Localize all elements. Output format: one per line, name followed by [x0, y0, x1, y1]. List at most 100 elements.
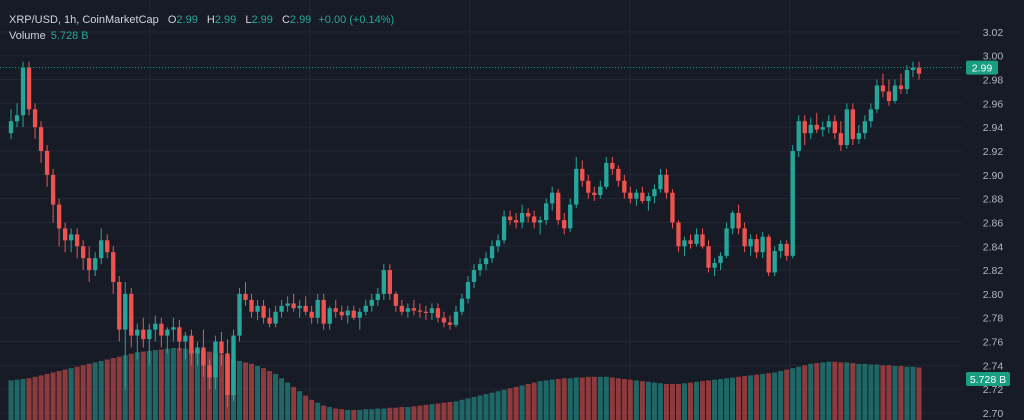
volume-bar	[164, 348, 170, 420]
candle-body	[519, 212, 525, 223]
volume-bar	[525, 384, 531, 420]
volume-bar	[754, 374, 760, 420]
volume-bar	[700, 381, 706, 420]
price-axis[interactable]: 3.02 3.00 2.98 2.96 2.94 2.92 2.90 2.88 2.86 2.84…	[983, 27, 1004, 420]
volume-bar	[441, 402, 447, 420]
volume-bar	[116, 356, 122, 420]
candle-body	[477, 264, 483, 271]
candle-body	[369, 299, 374, 306]
candle-body	[123, 293, 128, 330]
candle-body	[507, 216, 513, 221]
candlesticks	[8, 61, 922, 408]
volume-label[interactable]: Volume	[9, 30, 46, 42]
candle-body	[38, 127, 44, 151]
volume-bar	[285, 382, 291, 420]
y-tick-label: 2.72	[983, 384, 1004, 396]
volume-bar	[237, 360, 243, 420]
symbol-title[interactable]: XRP/USD, 1h, CoinMarketCap	[9, 14, 159, 26]
volume-bar	[916, 367, 922, 420]
candle-body	[610, 162, 615, 169]
grid-lines	[0, 0, 962, 420]
candle-body	[658, 174, 663, 190]
volume-bar	[820, 362, 826, 420]
volume-bar	[321, 405, 327, 420]
candle-body	[910, 67, 916, 71]
volume-bar	[200, 350, 206, 420]
y-tick-label: 2.88	[983, 194, 1004, 206]
candle-body	[868, 109, 874, 122]
y-tick-label: 2.98	[983, 75, 1004, 87]
candle-body	[429, 308, 435, 313]
volume-bar	[453, 401, 459, 420]
candle-body	[20, 67, 26, 116]
volume-bar	[886, 365, 892, 420]
volume-bar	[104, 359, 110, 420]
candle-body	[441, 317, 447, 323]
volume-bar	[447, 402, 453, 420]
volume-bar	[730, 377, 736, 420]
volume-bar	[561, 378, 567, 420]
volume-bar	[844, 362, 850, 420]
candle-body	[68, 234, 74, 241]
candle-body	[628, 192, 633, 199]
candle-body	[724, 228, 729, 256]
candle-body	[80, 246, 86, 259]
last-price-badge	[966, 60, 998, 75]
volume-bar	[423, 404, 429, 420]
volume-bar	[128, 353, 134, 420]
volume-legend: Volume 5.728 B	[9, 28, 394, 44]
volume-bar	[333, 408, 339, 420]
candle-body	[453, 311, 459, 325]
volume-bar	[856, 363, 862, 420]
volume-bar	[603, 376, 609, 420]
candle-body	[525, 212, 531, 217]
candle-body	[652, 189, 657, 197]
volume-bar	[38, 375, 44, 420]
chart-legend: XRP/USD, 1h, CoinMarketCap O2.99 H2.99 L…	[9, 12, 394, 44]
y-tick-label: 2.90	[983, 170, 1004, 182]
volume-bar	[513, 386, 519, 420]
volume-bar	[615, 378, 621, 420]
candle-body	[471, 270, 477, 282]
volume-bar	[742, 376, 748, 420]
volume-bar	[345, 409, 351, 420]
candle-body	[135, 329, 140, 336]
volume-bar	[369, 409, 375, 420]
volume-bar	[86, 363, 92, 420]
volume-bar	[507, 388, 513, 420]
candle-body	[820, 127, 825, 130]
candle-body	[339, 311, 344, 316]
candle-body	[754, 239, 759, 253]
volume-bar	[182, 348, 188, 420]
candle-body	[255, 305, 260, 312]
candle-body	[550, 192, 555, 204]
candle-body	[556, 192, 561, 221]
volume-bar	[712, 379, 718, 420]
candle-body	[760, 236, 765, 253]
candle-body	[730, 212, 735, 229]
y-tick-label: 2.74	[983, 360, 1004, 372]
volume-bar	[675, 384, 681, 420]
candle-body	[8, 121, 14, 134]
candle-body	[177, 327, 182, 342]
candle-body	[531, 216, 537, 223]
candle-body	[802, 121, 807, 134]
y-tick-label: 2.76	[983, 337, 1004, 349]
candle-body	[147, 329, 152, 340]
volume-bar	[146, 350, 152, 420]
volume-bar	[549, 379, 555, 420]
volume-bar	[838, 362, 844, 420]
candle-body	[880, 85, 886, 92]
y-tick-label: 2.84	[983, 241, 1004, 253]
y-tick-label: 3.02	[983, 27, 1004, 39]
volume-bar	[736, 376, 742, 420]
candle-body	[363, 305, 368, 312]
candle-body	[56, 204, 62, 229]
candle-body	[44, 151, 50, 175]
candle-body	[778, 243, 783, 252]
volume-bar	[110, 358, 116, 420]
low-label: L	[245, 14, 252, 26]
volume-value: 5.728 B	[50, 30, 89, 42]
change-value: +0.00 (+0.14%)	[318, 14, 395, 26]
